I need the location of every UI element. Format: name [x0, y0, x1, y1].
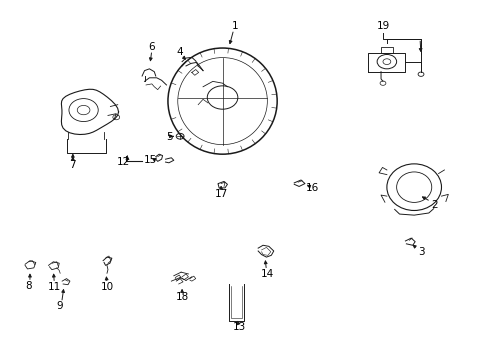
Text: 12: 12 — [117, 157, 130, 167]
Text: 14: 14 — [261, 269, 274, 279]
Text: 16: 16 — [305, 183, 319, 193]
Text: 11: 11 — [48, 282, 61, 292]
Text: 1: 1 — [231, 21, 238, 31]
Text: 7: 7 — [69, 160, 76, 170]
Text: 10: 10 — [100, 282, 113, 292]
Text: 17: 17 — [214, 189, 227, 199]
Text: 8: 8 — [25, 281, 32, 291]
Text: 9: 9 — [57, 301, 63, 311]
Text: 4: 4 — [177, 46, 183, 57]
Text: 13: 13 — [232, 322, 246, 332]
Text: 18: 18 — [175, 292, 188, 302]
Text: 6: 6 — [148, 42, 155, 52]
Text: 15: 15 — [144, 155, 157, 165]
Text: 5: 5 — [166, 132, 172, 142]
Text: 19: 19 — [376, 21, 389, 31]
Text: 2: 2 — [430, 200, 437, 210]
Text: 3: 3 — [417, 247, 424, 257]
